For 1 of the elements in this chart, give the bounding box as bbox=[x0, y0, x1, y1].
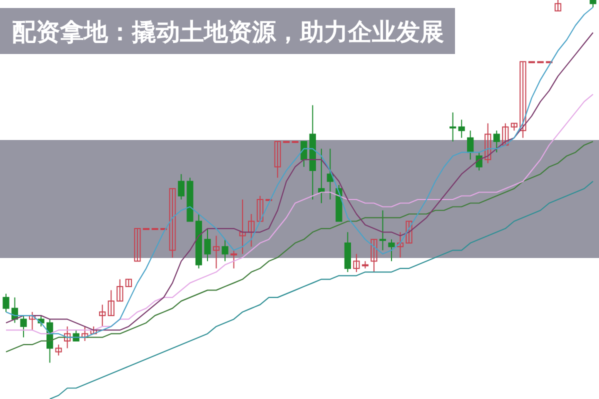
text: 配资拿地：撬动土地资源，助力企业发展 bbox=[12, 18, 444, 46]
